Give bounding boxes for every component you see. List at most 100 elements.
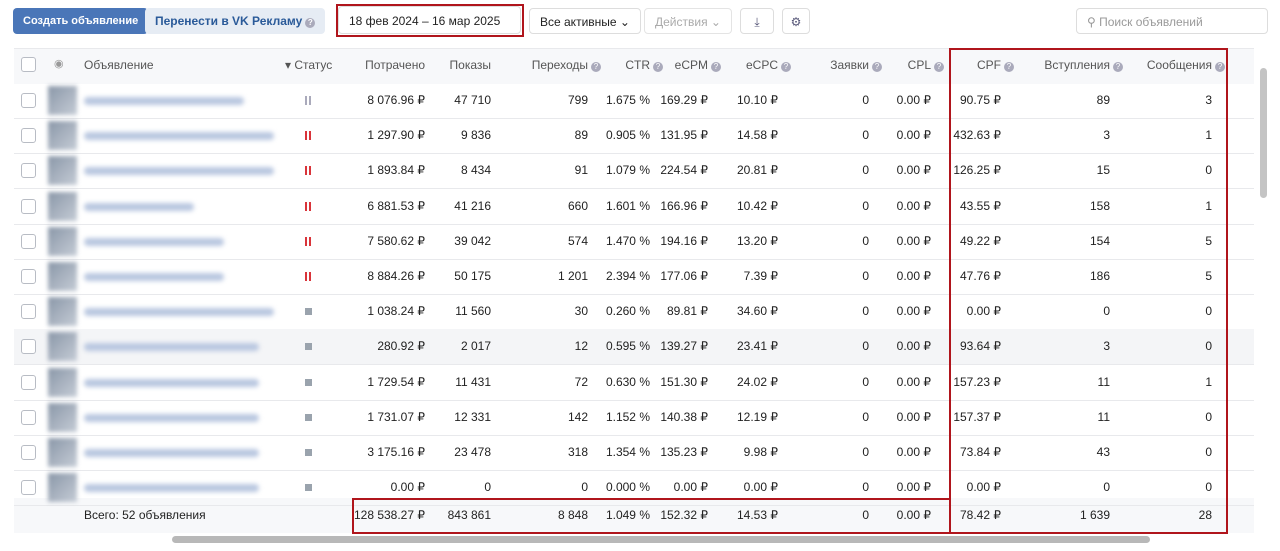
status-icon xyxy=(305,166,311,175)
cell: 142 xyxy=(568,400,588,435)
column-label: eCPC xyxy=(746,58,778,72)
column-label: Показы xyxy=(450,58,491,72)
cell: 0.00 ₽ xyxy=(897,118,931,153)
cell: 50 175 xyxy=(454,259,491,294)
info-icon: ? xyxy=(781,62,791,72)
column-label: CPL xyxy=(908,58,931,72)
cell: 1 729.54 ₽ xyxy=(367,365,425,400)
ad-name-blurred xyxy=(84,273,224,281)
column-header: eCPC? xyxy=(746,48,791,83)
cell: 0 xyxy=(862,435,869,470)
cell: 1.079 % xyxy=(606,153,650,188)
cell: 131.95 ₽ xyxy=(660,118,708,153)
ad-name-blurred xyxy=(84,238,224,246)
cell: 0.595 % xyxy=(606,329,650,364)
cell: 139.27 ₽ xyxy=(660,329,708,364)
cell: 1.470 % xyxy=(606,224,650,259)
cell: 0.260 % xyxy=(606,294,650,329)
cell: 280.92 ₽ xyxy=(377,329,425,364)
ad-thumbnail xyxy=(48,403,77,432)
cell: 0.00 ₽ xyxy=(897,435,931,470)
cell: 2 017 xyxy=(461,329,491,364)
footer-label: Всего: 52 объявления xyxy=(84,498,206,533)
status-icon xyxy=(305,484,312,491)
checkbox xyxy=(21,375,36,390)
cell: 224.54 ₽ xyxy=(660,153,708,188)
cell: 14.58 ₽ xyxy=(737,118,778,153)
cell: 0.630 % xyxy=(606,365,650,400)
cell: 0.00 ₽ xyxy=(897,224,931,259)
cell: 23.41 ₽ xyxy=(737,329,778,364)
ad-name-blurred xyxy=(84,414,259,422)
cell: 140.38 ₽ xyxy=(660,400,708,435)
column-label: Заявки xyxy=(830,58,869,72)
checkbox xyxy=(21,269,36,284)
cell: 8 076.96 ₽ xyxy=(367,83,425,118)
cell: 12 331 xyxy=(454,400,491,435)
search-input[interactable]: ⚲ Поиск объявлений xyxy=(1076,8,1268,34)
transfer-button[interactable]: Перенести в VK Рекламу? xyxy=(145,8,325,34)
cell: 72 xyxy=(575,365,588,400)
column-header: ▾ Статус xyxy=(285,48,332,83)
ad-thumbnail xyxy=(48,473,77,502)
column-header: CPL? xyxy=(908,48,944,83)
column-header: Заявки? xyxy=(830,48,882,83)
cell: 0 xyxy=(862,118,869,153)
status-icon xyxy=(305,96,311,105)
cell: 20.81 ₽ xyxy=(737,153,778,188)
download-button[interactable]: ⤓ xyxy=(740,8,774,34)
cell: 89.81 ₽ xyxy=(667,294,708,329)
filter-select[interactable]: Все активные ⌄ xyxy=(529,8,641,34)
ad-name-blurred xyxy=(84,97,244,105)
cell: 1 297.90 ₽ xyxy=(367,118,425,153)
cell: 7 580.62 ₽ xyxy=(367,224,425,259)
ad-thumbnail xyxy=(48,156,77,185)
h-scrollbar xyxy=(14,534,1254,544)
ad-name-blurred xyxy=(84,167,274,175)
status-icon xyxy=(305,308,312,315)
actions-select[interactable]: Действия ⌄ xyxy=(644,8,732,34)
ad-name-blurred xyxy=(84,343,259,351)
ad-name-blurred xyxy=(84,203,194,211)
cell: 318 xyxy=(568,435,588,470)
highlight-box xyxy=(949,48,1228,534)
info-icon: ? xyxy=(653,62,663,72)
checkbox xyxy=(21,93,36,108)
cell: 34.60 ₽ xyxy=(737,294,778,329)
cell: 0.905 % xyxy=(606,118,650,153)
cell: 8 434 xyxy=(461,153,491,188)
cell: 0.00 ₽ xyxy=(897,365,931,400)
column-label: Потрачено xyxy=(365,58,425,72)
cell: 0 xyxy=(862,329,869,364)
cell: 1.675 % xyxy=(606,83,650,118)
status-icon xyxy=(305,131,311,140)
cell: 11 560 xyxy=(455,294,491,329)
column-label: CTR xyxy=(625,58,650,72)
cell: 0.00 ₽ xyxy=(897,153,931,188)
ad-thumbnail xyxy=(48,297,77,326)
cell: 24.02 ₽ xyxy=(737,365,778,400)
cell: 660 xyxy=(568,189,588,224)
header-eye: ◉ xyxy=(54,57,64,70)
checkbox xyxy=(21,339,36,354)
v-scrollbar xyxy=(1258,50,1270,530)
ad-thumbnail xyxy=(48,262,77,291)
cell: 0 xyxy=(862,83,869,118)
info-icon: ? xyxy=(934,62,944,72)
cell: 1.152 % xyxy=(606,400,650,435)
column-label: Переходы xyxy=(532,58,588,72)
status-icon xyxy=(305,237,311,246)
settings-button[interactable]: ⚙ xyxy=(782,8,810,34)
column-header: eCPM? xyxy=(675,48,721,83)
cell: 1 893.84 ₽ xyxy=(367,153,425,188)
status-icon xyxy=(305,343,312,350)
status-icon xyxy=(305,202,311,211)
create-button[interactable]: Создать объявление xyxy=(13,8,148,34)
cell: 0 xyxy=(862,153,869,188)
column-label: Статус xyxy=(294,58,332,72)
checkbox xyxy=(21,163,36,178)
cell: 194.16 ₽ xyxy=(660,224,708,259)
checkbox xyxy=(21,445,36,460)
checkbox xyxy=(21,304,36,319)
